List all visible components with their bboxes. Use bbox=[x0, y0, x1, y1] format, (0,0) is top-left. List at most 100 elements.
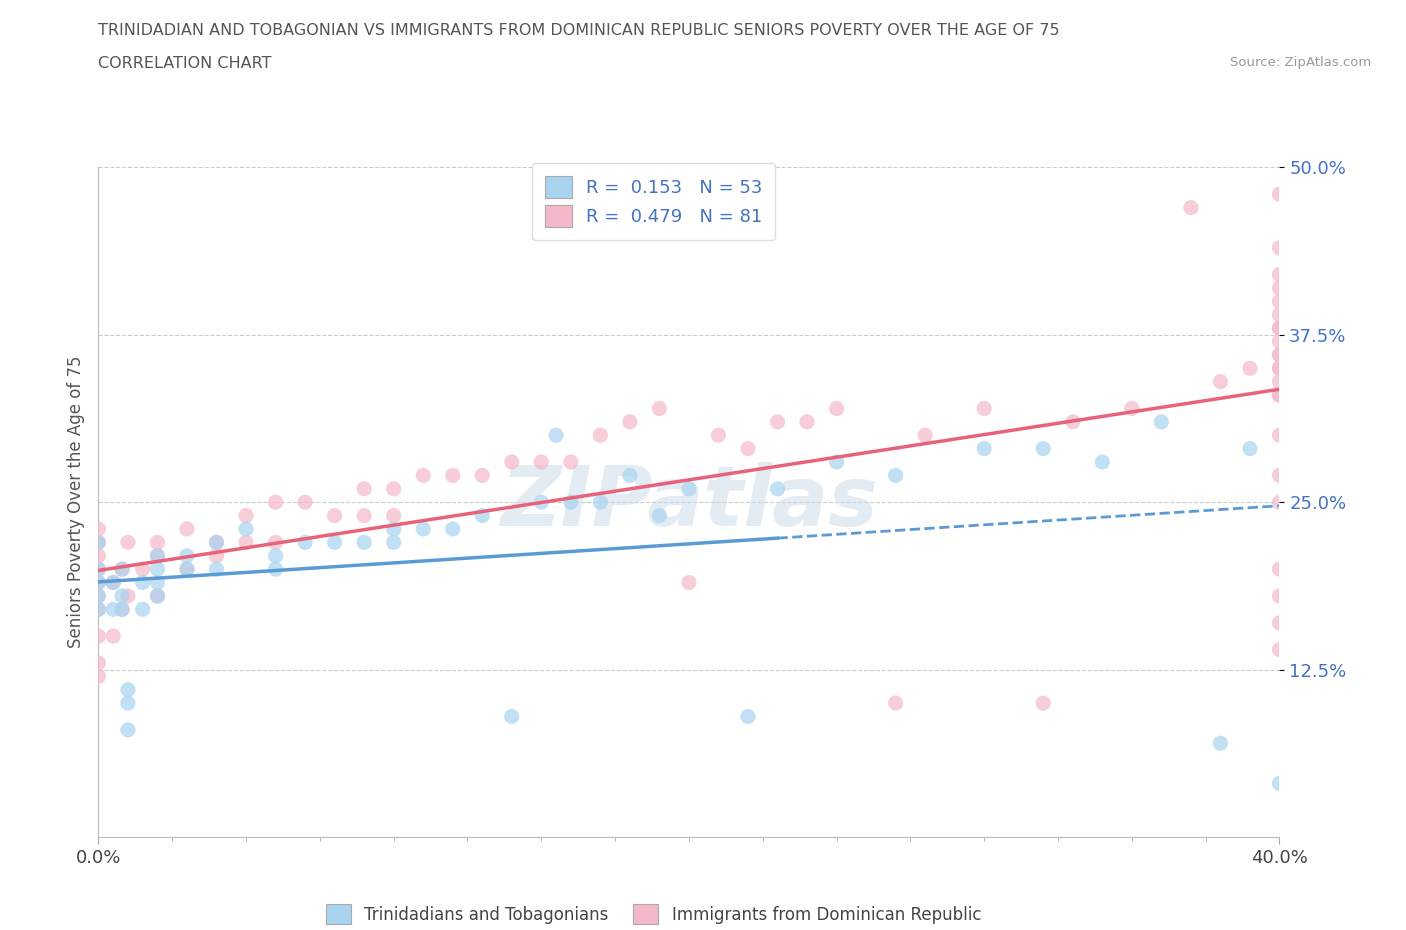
Point bbox=[1032, 696, 1054, 711]
Point bbox=[117, 535, 139, 550]
Point bbox=[1268, 495, 1291, 510]
Point bbox=[87, 589, 110, 604]
Point bbox=[176, 562, 198, 577]
Point bbox=[205, 549, 228, 564]
Point bbox=[382, 482, 405, 497]
Point bbox=[471, 468, 494, 483]
Point bbox=[111, 602, 134, 617]
Point bbox=[1121, 401, 1143, 416]
Point bbox=[737, 441, 759, 456]
Point bbox=[441, 468, 464, 483]
Point bbox=[560, 495, 582, 510]
Point bbox=[146, 589, 169, 604]
Point bbox=[264, 562, 287, 577]
Point bbox=[87, 535, 110, 550]
Point bbox=[441, 522, 464, 537]
Point bbox=[1032, 441, 1054, 456]
Point bbox=[1268, 307, 1291, 322]
Point bbox=[146, 589, 169, 604]
Point bbox=[103, 602, 125, 617]
Point bbox=[103, 629, 125, 644]
Point bbox=[1091, 455, 1114, 470]
Point bbox=[111, 562, 134, 577]
Point bbox=[353, 535, 375, 550]
Point bbox=[205, 562, 228, 577]
Point bbox=[235, 508, 257, 523]
Point bbox=[1239, 441, 1261, 456]
Point bbox=[1268, 374, 1291, 389]
Point bbox=[648, 508, 671, 523]
Point bbox=[796, 415, 818, 430]
Point bbox=[1062, 415, 1084, 430]
Point bbox=[132, 562, 155, 577]
Point bbox=[87, 602, 110, 617]
Point bbox=[825, 455, 848, 470]
Legend: Trinidadians and Tobagonians, Immigrants from Dominican Republic: Trinidadians and Tobagonians, Immigrants… bbox=[314, 892, 993, 930]
Point bbox=[294, 535, 316, 550]
Text: TRINIDADIAN AND TOBAGONIAN VS IMMIGRANTS FROM DOMINICAN REPUBLIC SENIORS POVERTY: TRINIDADIAN AND TOBAGONIAN VS IMMIGRANTS… bbox=[98, 23, 1060, 38]
Point bbox=[323, 535, 346, 550]
Point bbox=[117, 696, 139, 711]
Point bbox=[294, 495, 316, 510]
Point bbox=[1180, 200, 1202, 215]
Point bbox=[87, 535, 110, 550]
Point bbox=[205, 535, 228, 550]
Point bbox=[1268, 388, 1291, 403]
Point bbox=[1268, 642, 1291, 657]
Point bbox=[146, 575, 169, 590]
Point bbox=[707, 428, 730, 443]
Point bbox=[87, 669, 110, 684]
Point bbox=[530, 455, 553, 470]
Point bbox=[1209, 374, 1232, 389]
Point bbox=[1268, 776, 1291, 790]
Point bbox=[884, 696, 907, 711]
Point bbox=[117, 683, 139, 698]
Point bbox=[1150, 415, 1173, 430]
Point bbox=[117, 723, 139, 737]
Point bbox=[87, 656, 110, 671]
Point bbox=[825, 401, 848, 416]
Point bbox=[589, 428, 612, 443]
Point bbox=[501, 455, 523, 470]
Point bbox=[1209, 736, 1232, 751]
Point bbox=[382, 522, 405, 537]
Point bbox=[973, 441, 995, 456]
Point bbox=[146, 549, 169, 564]
Point bbox=[205, 535, 228, 550]
Point bbox=[87, 589, 110, 604]
Point bbox=[382, 535, 405, 550]
Point bbox=[530, 495, 553, 510]
Point bbox=[1268, 187, 1291, 202]
Point bbox=[176, 549, 198, 564]
Point bbox=[87, 575, 110, 590]
Point bbox=[648, 401, 671, 416]
Text: Source: ZipAtlas.com: Source: ZipAtlas.com bbox=[1230, 56, 1371, 69]
Point bbox=[1268, 562, 1291, 577]
Point bbox=[87, 522, 110, 537]
Point bbox=[323, 508, 346, 523]
Point bbox=[1268, 428, 1291, 443]
Point bbox=[103, 575, 125, 590]
Point bbox=[87, 549, 110, 564]
Point bbox=[1268, 589, 1291, 604]
Point bbox=[471, 508, 494, 523]
Point bbox=[132, 602, 155, 617]
Point bbox=[176, 562, 198, 577]
Point bbox=[146, 549, 169, 564]
Point bbox=[176, 522, 198, 537]
Point bbox=[737, 709, 759, 724]
Text: CORRELATION CHART: CORRELATION CHART bbox=[98, 56, 271, 71]
Point bbox=[1268, 361, 1291, 376]
Point bbox=[412, 468, 434, 483]
Point bbox=[560, 455, 582, 470]
Y-axis label: Seniors Poverty Over the Age of 75: Seniors Poverty Over the Age of 75 bbox=[66, 356, 84, 648]
Point bbox=[973, 401, 995, 416]
Point bbox=[382, 508, 405, 523]
Point bbox=[884, 468, 907, 483]
Point bbox=[766, 415, 789, 430]
Point bbox=[111, 589, 134, 604]
Point bbox=[264, 549, 287, 564]
Point bbox=[678, 575, 700, 590]
Point bbox=[146, 535, 169, 550]
Point bbox=[87, 629, 110, 644]
